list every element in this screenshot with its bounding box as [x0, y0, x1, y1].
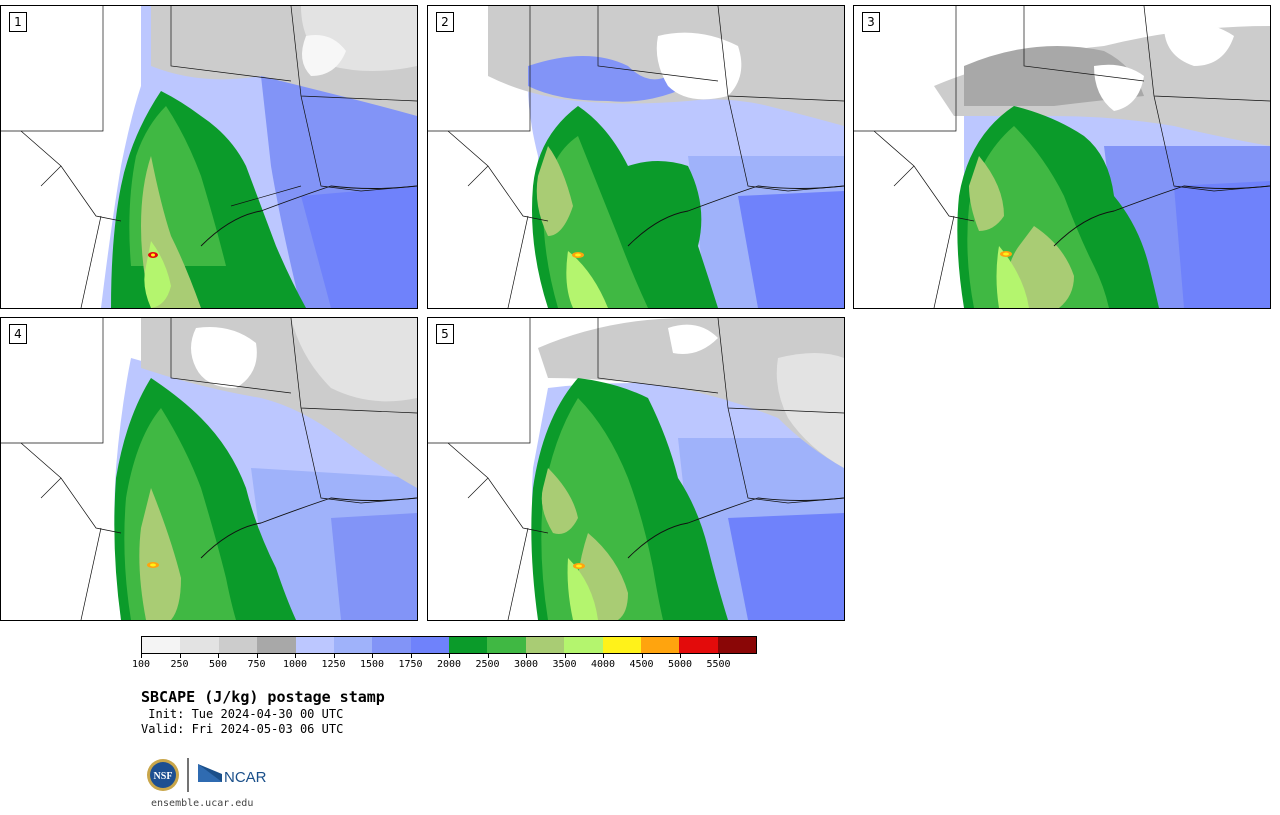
tick-mark [141, 653, 142, 658]
tick-label: 4000 [590, 659, 616, 670]
tick-label: 250 [170, 659, 189, 670]
color-scale-bar [141, 636, 757, 654]
logos: NSF NCAR [145, 756, 285, 796]
cape-map-4 [1, 318, 417, 620]
color-swatch [333, 637, 373, 653]
panel-label: 3 [862, 12, 880, 32]
panel-label: 2 [436, 12, 454, 32]
tick-label: 1500 [359, 659, 385, 670]
tick-label: 100 [131, 659, 151, 670]
tick-label: 4500 [629, 659, 654, 670]
tick-label: 3000 [513, 659, 539, 670]
color-swatch [679, 637, 718, 653]
cape-map-2 [428, 6, 844, 308]
tick-mark [256, 653, 258, 658]
tick-mark [179, 653, 181, 658]
color-scale-labels: 100 250 500 750 1000 1250 1500 1750 2000 2500 3000… [132, 659, 757, 673]
cape-map-3 [854, 6, 1270, 308]
tick-label: 2500 [475, 659, 500, 670]
cape-map-1 [1, 6, 417, 308]
color-swatch [142, 637, 181, 653]
tick-mark [603, 653, 604, 658]
tick-mark [410, 653, 412, 658]
color-swatch [372, 637, 411, 653]
tick-mark [641, 653, 643, 658]
nsf-logo-text: NSF [154, 771, 173, 782]
tick-mark [449, 653, 450, 658]
color-swatch [602, 637, 641, 653]
tick-label: 750 [247, 659, 266, 670]
panel-label: 1 [9, 12, 27, 32]
tick-label: 3500 [552, 659, 577, 670]
valid-time: Valid: Fri 2024-05-03 06 UTC [141, 722, 344, 736]
color-swatch [410, 637, 449, 653]
product-title: SBCAPE (J/kg) postage stamp [141, 688, 385, 706]
tick-label: 5000 [667, 659, 693, 670]
color-swatch [218, 637, 258, 653]
map-panel-4: 4 [0, 317, 418, 621]
color-swatch [525, 637, 565, 653]
map-panel-5: 5 [427, 317, 845, 621]
color-swatch [180, 637, 219, 653]
tick-mark [333, 653, 335, 658]
cape-map-5 [428, 318, 844, 620]
map-panel-3: 3 [853, 5, 1271, 309]
tick-label: 1750 [398, 659, 423, 670]
tick-mark [218, 653, 219, 658]
color-swatch [487, 637, 526, 653]
panel-label: 5 [436, 324, 454, 344]
color-swatch [564, 637, 603, 653]
tick-mark [487, 653, 489, 658]
panel-label: 4 [9, 324, 27, 344]
tick-mark [295, 653, 296, 658]
tick-label: 1250 [321, 659, 346, 670]
color-swatch [257, 637, 296, 653]
ncar-logo-text: NCAR [224, 769, 267, 786]
tick-mark [564, 653, 566, 658]
ncar-logo: NCAR [198, 764, 267, 786]
color-swatch [717, 637, 756, 653]
color-swatch [640, 637, 680, 653]
tick-mark [680, 653, 681, 658]
tick-mark [372, 653, 373, 658]
map-panel-1: 1 [0, 5, 418, 309]
color-swatch [295, 637, 334, 653]
tick-label: 2000 [436, 659, 462, 670]
map-panel-2: 2 [427, 5, 845, 309]
init-time: Init: Tue 2024-04-30 00 UTC [141, 707, 344, 721]
color-swatch [449, 637, 488, 653]
nsf-logo: NSF [147, 759, 179, 791]
tick-label: 500 [208, 659, 228, 670]
color-scale-ticks [141, 653, 757, 661]
site-url: ensemble.ucar.edu [151, 798, 254, 809]
tick-mark [718, 653, 720, 658]
tick-mark [526, 653, 527, 658]
tick-label: 5500 [706, 659, 731, 670]
tick-label: 1000 [282, 659, 308, 670]
